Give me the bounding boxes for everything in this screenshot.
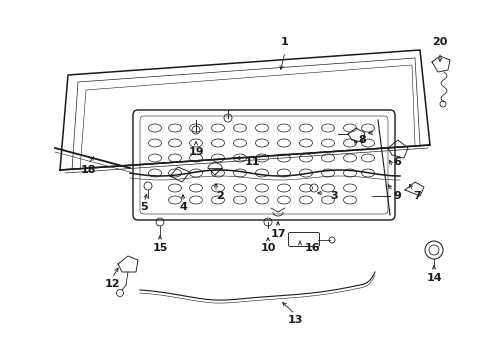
Text: 19: 19: [188, 147, 203, 157]
Text: 16: 16: [305, 243, 320, 253]
Text: 20: 20: [431, 37, 447, 47]
Text: 1: 1: [281, 37, 288, 47]
Text: 7: 7: [412, 191, 420, 201]
Text: 5: 5: [140, 202, 147, 212]
Text: 13: 13: [287, 315, 302, 325]
Text: 4: 4: [179, 202, 186, 212]
Text: 12: 12: [104, 279, 120, 289]
Text: 10: 10: [260, 243, 275, 253]
Text: 8: 8: [357, 135, 365, 145]
Text: 3: 3: [329, 191, 337, 201]
Text: 9: 9: [392, 191, 400, 201]
Text: 14: 14: [426, 273, 441, 283]
Text: 15: 15: [152, 243, 167, 253]
Text: 6: 6: [392, 157, 400, 167]
Text: 2: 2: [216, 191, 224, 201]
Text: 11: 11: [244, 157, 260, 167]
Text: 17: 17: [270, 229, 285, 239]
Text: 18: 18: [80, 165, 96, 175]
